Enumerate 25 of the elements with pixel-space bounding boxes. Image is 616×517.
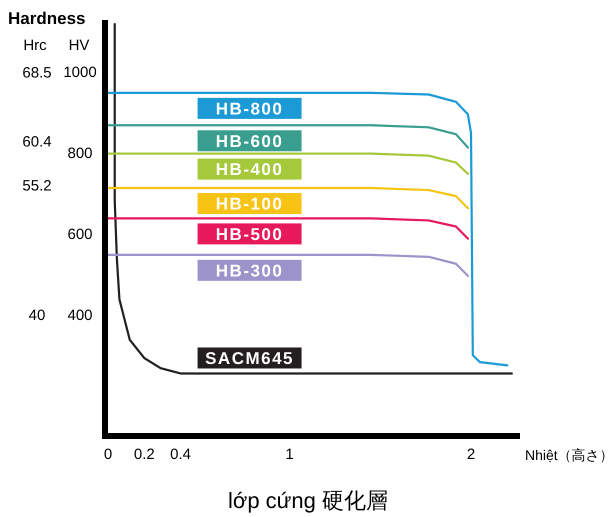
x-tick-label: 1: [285, 446, 294, 463]
x-axis-title: Nhiệt（高さ）: [525, 447, 614, 463]
y2-tick-label: 55.2: [22, 178, 52, 195]
x-tick-label: 0: [104, 446, 112, 463]
series-label: HB-500: [216, 224, 284, 244]
series-label: HB-100: [216, 194, 284, 214]
series-label: HB-800: [216, 99, 284, 118]
y2-tick-label: 60.4: [22, 133, 52, 150]
y2-axis-title: Hrc: [23, 37, 48, 54]
y-axis-title: HV: [68, 37, 90, 54]
x-tick-label: 0.2: [134, 446, 155, 463]
x-tick-label: 2: [466, 446, 476, 463]
y2-tick-label: 68.5: [22, 64, 52, 82]
series-label: HB-600: [216, 132, 284, 151]
x-tick-label: 0.4: [170, 446, 192, 463]
text: lớp cứng 硬化層: [228, 488, 388, 513]
y-tick-label: 800: [67, 145, 93, 162]
y-tick-label: 1000: [63, 64, 97, 82]
y2-tick-label: 40: [28, 306, 46, 324]
series-label: HB-400: [216, 160, 284, 180]
series-label: HB-300: [216, 261, 284, 280]
y-tick-label: 600: [67, 226, 93, 244]
y-tick-label: 400: [67, 307, 93, 324]
series-label: SACM645: [205, 348, 294, 368]
chart-title: Hardness: [8, 9, 86, 28]
